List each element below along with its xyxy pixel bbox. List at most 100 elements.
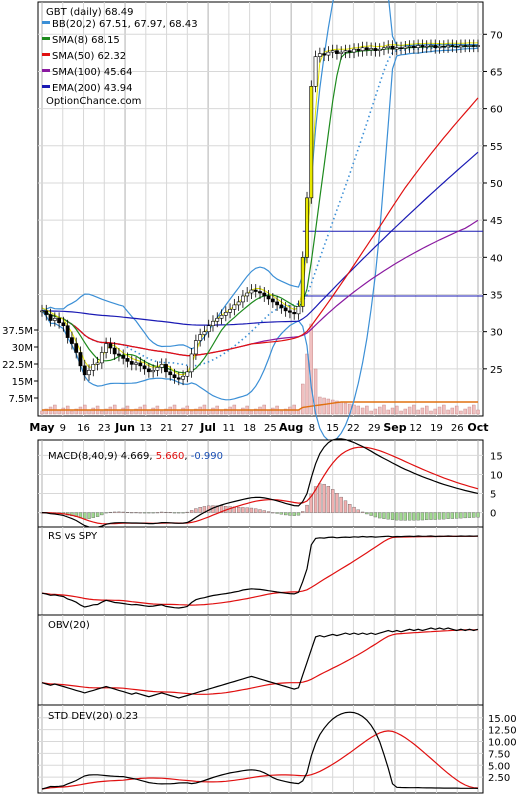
macd-histogram-bar xyxy=(348,504,352,513)
candle-body xyxy=(87,370,91,376)
candle-body xyxy=(151,370,156,373)
macd-histogram-bar xyxy=(91,512,95,518)
volume-bar xyxy=(386,409,390,415)
obv-line xyxy=(41,627,479,699)
volume-bar xyxy=(467,406,472,415)
legend-ema200: EMA(200) 43.94 xyxy=(52,83,132,94)
volume-bar xyxy=(343,402,348,415)
candle-body xyxy=(78,352,83,367)
legend-sma50: SMA(50) 62.32 xyxy=(52,51,126,62)
legend-swatch-sma8 xyxy=(42,37,50,40)
volume-bar xyxy=(74,408,78,415)
candle-body xyxy=(437,45,442,48)
y-tick-label: 35 xyxy=(490,290,503,301)
candle-body xyxy=(279,304,284,309)
obv-label: OBV(20) xyxy=(48,620,90,631)
candle-body xyxy=(309,86,314,199)
y-tick-label: 45 xyxy=(490,216,503,227)
volume-bar xyxy=(352,404,356,415)
volume-bar xyxy=(61,407,66,415)
x-tick-label: 25 xyxy=(264,423,277,434)
volume-bar xyxy=(305,353,309,415)
candle-body xyxy=(211,320,215,327)
candle-body xyxy=(369,48,374,51)
stddev-average-line xyxy=(41,730,479,790)
macd-histogram-bar xyxy=(360,511,365,513)
stddev-label: STD DEV(20) 0.23 xyxy=(48,711,138,722)
macd-histogram-bar xyxy=(331,489,335,513)
x-tick-label: 9 xyxy=(60,423,66,434)
candle-body xyxy=(168,371,173,376)
volume-bar xyxy=(70,410,74,415)
macd-histogram-bar xyxy=(245,507,249,513)
candle-body xyxy=(411,45,416,48)
volume-average-line xyxy=(42,401,478,411)
candle-body xyxy=(441,45,446,48)
macd-histogram-bar xyxy=(382,512,386,519)
stddev-panel: STD DEV(20) 0.23 2.505.007.5010.0012.501… xyxy=(37,704,517,794)
candle-body xyxy=(155,367,160,371)
macd-histogram-bar xyxy=(454,512,459,519)
macd-histogram-bar xyxy=(219,505,224,513)
macd-signal-value: 5.660 xyxy=(156,451,185,462)
rs-grid xyxy=(41,527,479,615)
legend-swatch-bb xyxy=(42,21,50,24)
candle-body xyxy=(339,51,344,54)
candle-body xyxy=(61,322,66,327)
macd-histogram-bar xyxy=(185,511,189,513)
macd-histogram-bar xyxy=(215,505,219,513)
macd-histogram-bar xyxy=(416,512,420,521)
candle-body xyxy=(99,352,104,364)
volume-bar xyxy=(219,410,224,415)
obv-grid xyxy=(41,615,479,705)
candle-body xyxy=(270,298,275,303)
candle-body xyxy=(275,301,279,306)
candle-body xyxy=(446,45,450,48)
volume-bar xyxy=(189,410,194,415)
macd-histogram-bar xyxy=(134,512,138,514)
volume-bar xyxy=(283,408,288,415)
candle-body xyxy=(424,45,429,48)
y-tick-label: 5.00 xyxy=(488,761,510,772)
macd-histogram-bar xyxy=(425,512,429,521)
candle-body xyxy=(283,307,288,312)
candle-body xyxy=(364,47,369,51)
y-tick-label: 7.50 xyxy=(488,749,510,760)
price-y-ticks: 25 30 35 40 45 50 55 60 65 70 xyxy=(483,30,503,376)
macd-histogram-bar xyxy=(236,507,241,513)
volume-tick-label: 22.5M xyxy=(2,360,33,371)
candle-body xyxy=(125,358,130,362)
volume-bar xyxy=(326,398,331,415)
volume-bar xyxy=(356,405,361,415)
volume-bar xyxy=(412,404,416,415)
macd-histogram-bar xyxy=(339,496,343,513)
macd-histogram-bar xyxy=(356,509,360,513)
volume-bar xyxy=(373,408,378,415)
macd-histogram-bar xyxy=(442,512,446,520)
legend-swatch-ema200 xyxy=(42,85,50,88)
macd-histogram-bar xyxy=(155,512,160,514)
macd-histogram-bar xyxy=(288,512,292,516)
y-tick-label: 50 xyxy=(490,179,503,190)
candle-body xyxy=(159,364,164,368)
candle-body xyxy=(241,295,245,303)
candle-body xyxy=(463,45,468,47)
volume-bar xyxy=(91,407,95,415)
macd-histogram-bar xyxy=(472,512,476,518)
macd-histogram-bar xyxy=(125,512,130,513)
macd-histogram-bar xyxy=(420,512,425,521)
y-tick-label: 65 xyxy=(490,67,503,78)
candle-body xyxy=(146,368,151,373)
macd-histogram-bar xyxy=(100,512,104,516)
volume-bar xyxy=(425,405,429,415)
legend: BB(20,2) 67.51, 67.97, 68.43 SMA(8) 68.1… xyxy=(42,19,198,107)
macd-histogram-bar xyxy=(142,512,147,514)
candle-body xyxy=(249,289,254,294)
macd-histogram-bar xyxy=(459,512,463,519)
candle-body xyxy=(313,56,318,87)
macd-histogram-bar xyxy=(83,512,87,520)
volume-bar xyxy=(433,408,437,415)
x-tick-label: 19 xyxy=(430,423,443,434)
candle-body xyxy=(253,289,258,292)
macd-histogram-bar xyxy=(104,512,108,514)
